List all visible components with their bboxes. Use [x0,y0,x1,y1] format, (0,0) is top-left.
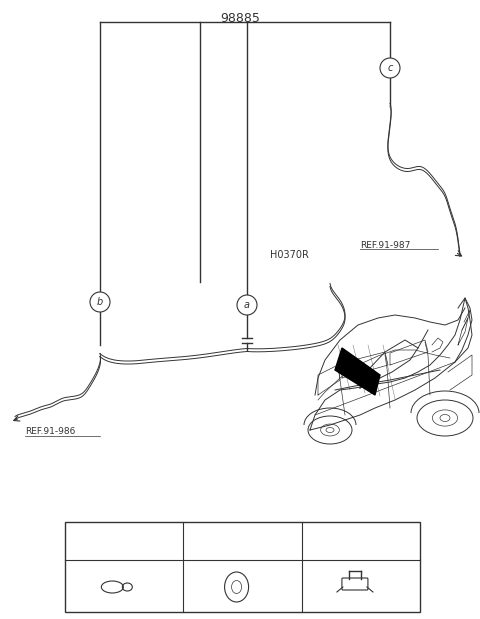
Text: c: c [387,63,393,73]
Text: a: a [244,300,250,310]
Circle shape [74,532,92,550]
Circle shape [380,58,400,78]
Text: c: c [317,536,323,546]
Text: H0370R: H0370R [270,250,309,260]
Text: 81199: 81199 [334,536,367,546]
Ellipse shape [440,415,450,422]
Text: b: b [198,536,204,546]
Circle shape [237,295,257,315]
Text: a: a [80,536,86,546]
Ellipse shape [326,428,334,433]
Text: 98516: 98516 [97,536,130,546]
Text: 98893B: 98893B [216,536,255,546]
Text: 98885: 98885 [220,12,260,25]
Text: b: b [97,297,103,307]
Text: REF.91-986: REF.91-986 [25,428,75,436]
Bar [65,522,420,612]
Polygon shape [335,348,380,395]
Text: REF.91-987: REF.91-987 [360,241,410,249]
Circle shape [192,532,210,550]
Circle shape [90,292,110,312]
Circle shape [311,532,329,550]
